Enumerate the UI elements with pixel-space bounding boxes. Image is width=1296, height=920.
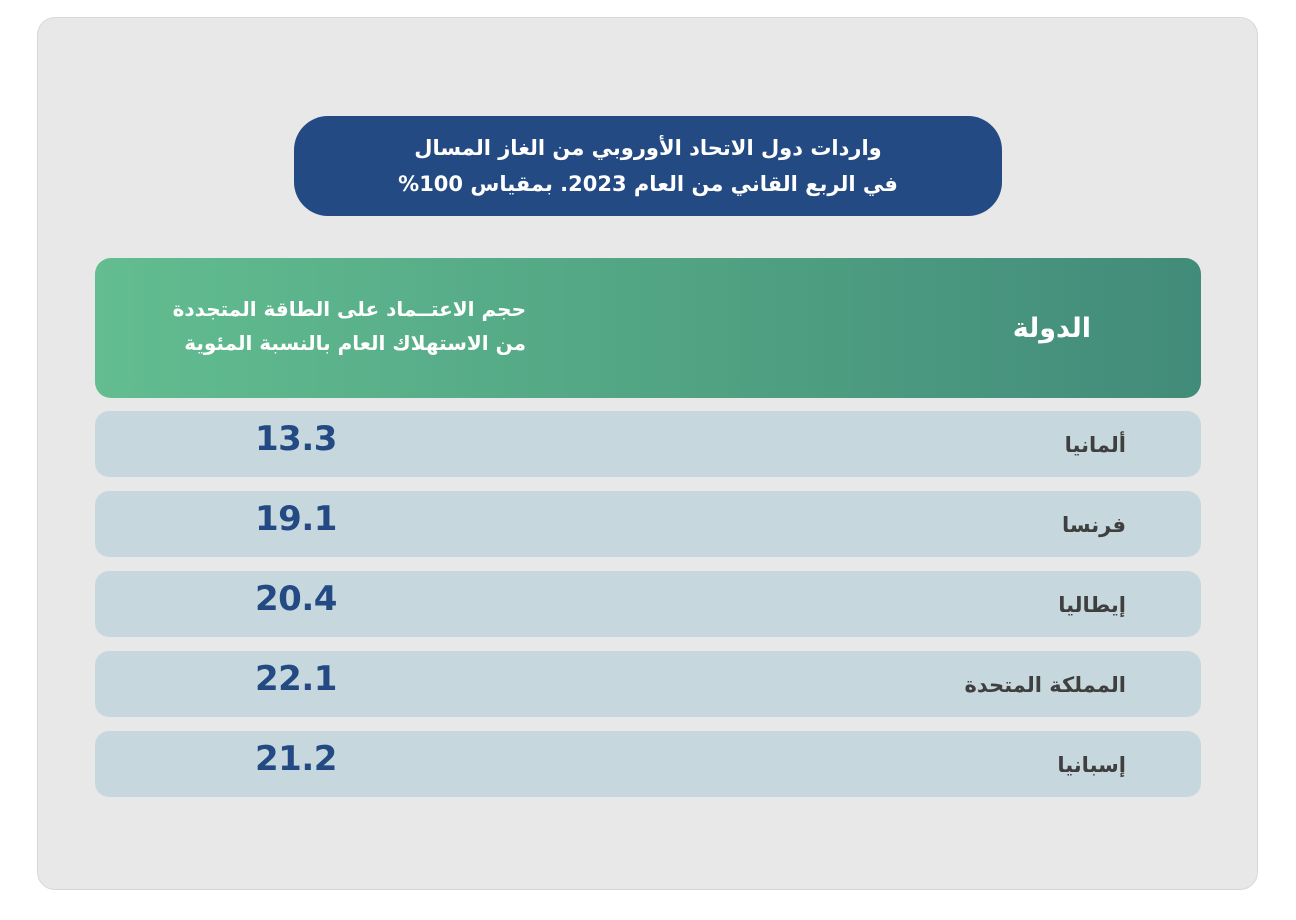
table-body: ألمانيا 13.3 فرنسا 19.1 إيطاليا 20.4 الم… [95, 411, 1201, 811]
row-value: 21.2 [255, 739, 337, 779]
header-metric-label: حجم الاعتــماد على الطاقة المتجددة من ال… [106, 292, 526, 360]
table-row: المملكة المتحدة 22.1 [95, 651, 1201, 717]
header-metric-line-1: حجم الاعتــماد على الطاقة المتجددة [172, 297, 526, 321]
title-line-2: في الربع القاني من العام 2023. بمقياس 10… [398, 172, 898, 196]
table-row: إسبانيا 21.2 [95, 731, 1201, 797]
row-value: 20.4 [255, 579, 337, 619]
table-header: الدولة حجم الاعتــماد على الطاقة المتجدد… [95, 258, 1201, 398]
row-country: ألمانيا [1064, 433, 1126, 457]
header-metric-line-2: من الاستهلاك العام بالنسبة المئوية [184, 331, 526, 355]
row-country: إسبانيا [1057, 753, 1126, 777]
row-value: 13.3 [255, 419, 337, 459]
row-country: إيطاليا [1058, 593, 1126, 617]
title-banner: واردات دول الاتحاد الأوروبي من الغاز الم… [294, 116, 1002, 216]
row-country: المملكة المتحدة [964, 673, 1126, 697]
header-country-label: الدولة [1012, 312, 1091, 344]
row-value: 19.1 [255, 499, 337, 539]
table-row: فرنسا 19.1 [95, 491, 1201, 557]
title-line-1: واردات دول الاتحاد الأوروبي من الغاز الم… [414, 136, 882, 160]
table-row: ألمانيا 13.3 [95, 411, 1201, 477]
table-row: إيطاليا 20.4 [95, 571, 1201, 637]
row-country: فرنسا [1062, 513, 1126, 537]
row-value: 22.1 [255, 659, 337, 699]
